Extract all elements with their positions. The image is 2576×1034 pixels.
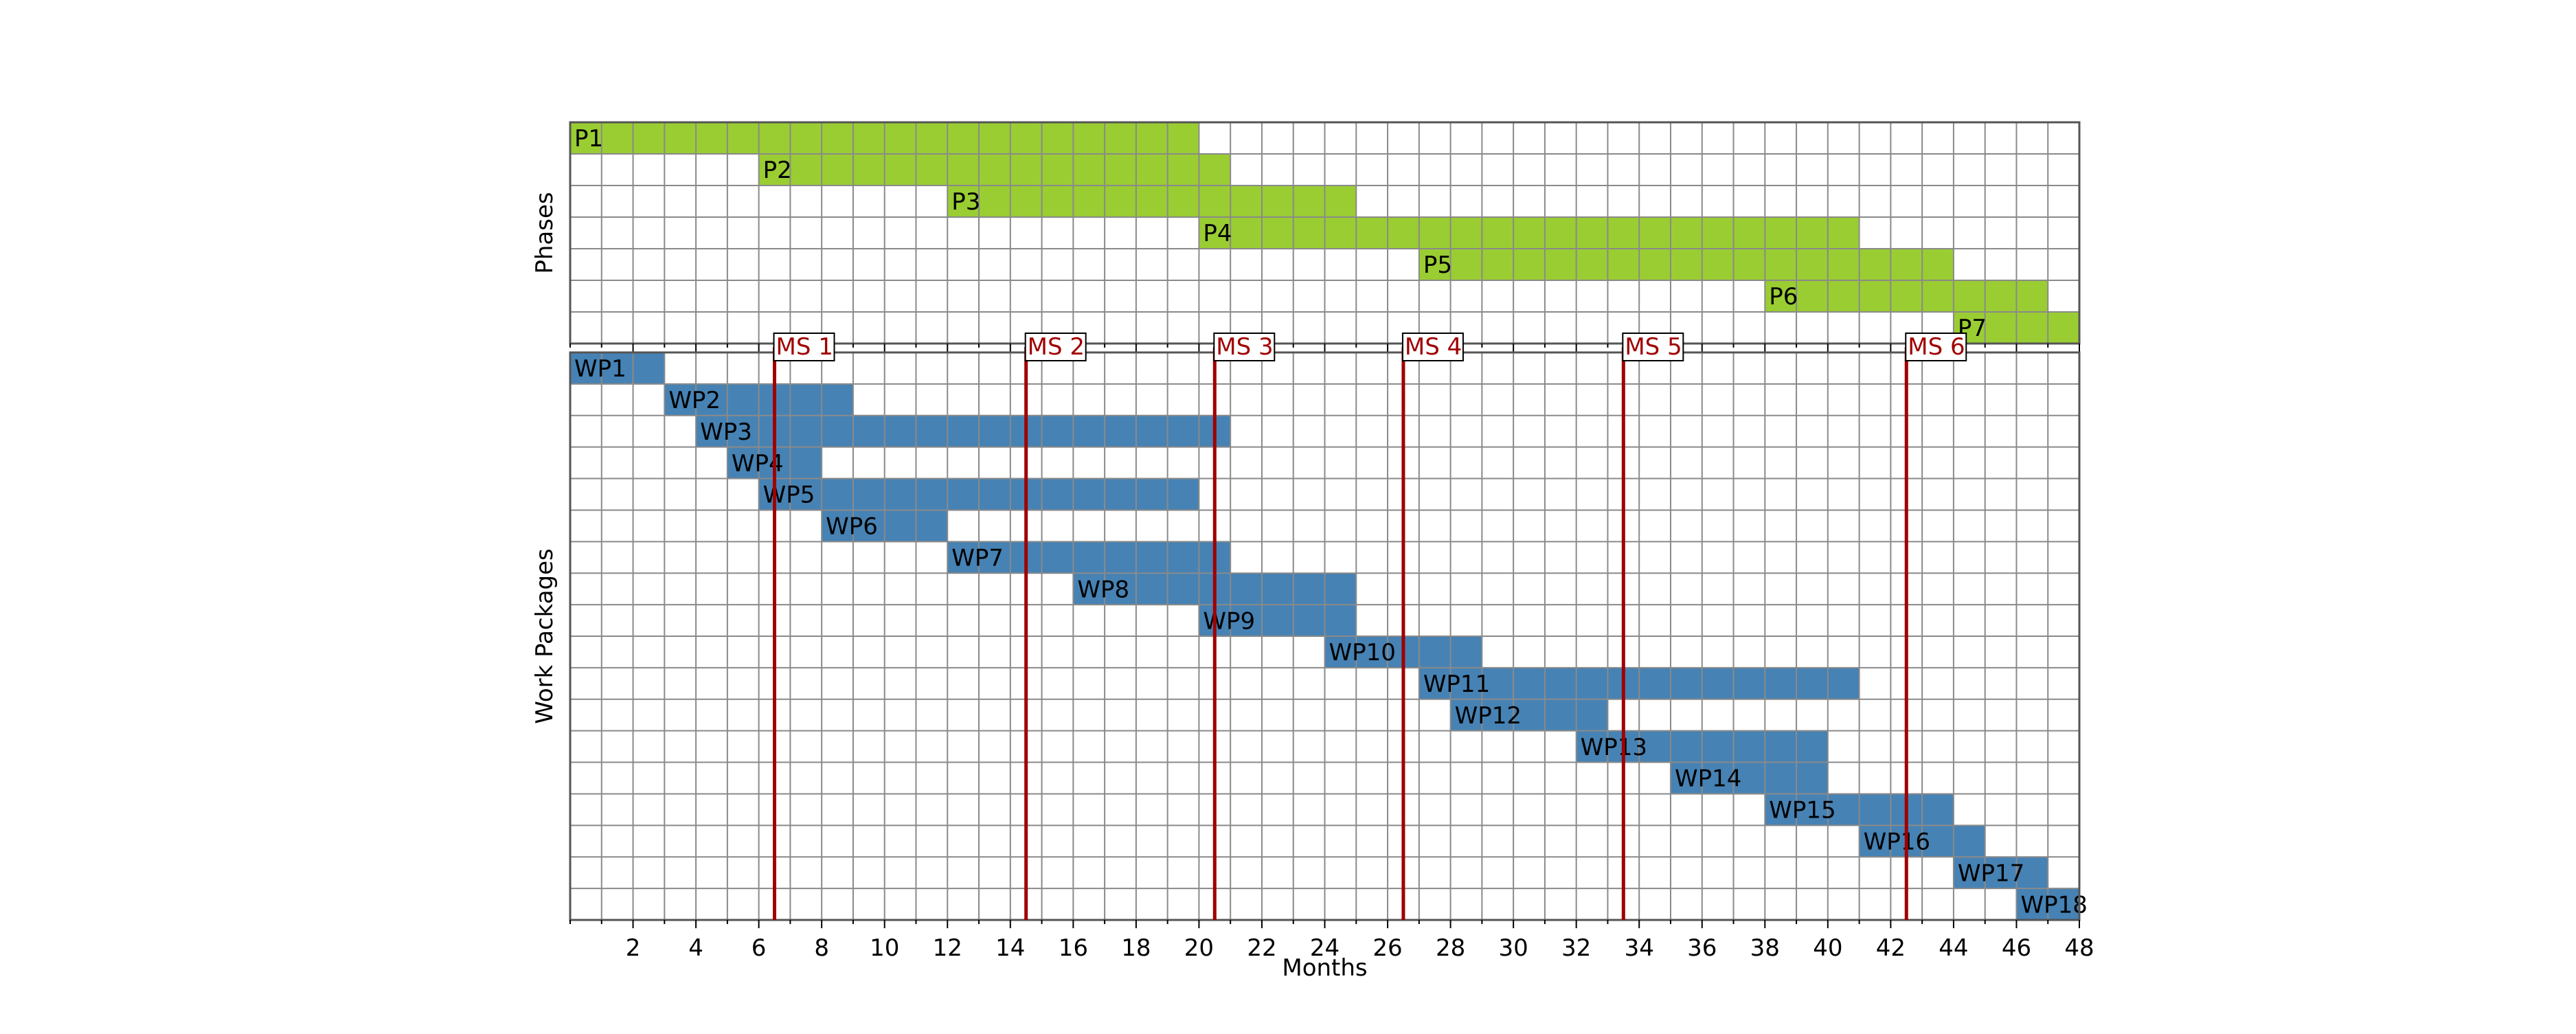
bar-label: WP6 [826, 513, 878, 541]
milestone-label: MS 1 [776, 333, 833, 361]
y-axis-label: Phases [531, 192, 558, 273]
gantt-bar [1199, 217, 1860, 249]
gantt-bar [1670, 762, 1828, 794]
x-tick-label: 38 [1750, 934, 1780, 962]
x-tick-label: 6 [752, 934, 767, 962]
x-tick-label: 28 [1436, 934, 1465, 962]
x-tick-label: 12 [933, 934, 962, 962]
x-tick-label: 18 [1121, 934, 1151, 962]
gantt-bar [947, 541, 1231, 574]
bar-label: WP5 [763, 482, 815, 509]
milestone-box [1905, 333, 1967, 361]
gantt-bar [1199, 605, 1357, 636]
bar-label: WP15 [1769, 797, 1835, 824]
milestone-label: MS 6 [1908, 333, 1965, 361]
x-tick-label: 20 [1184, 934, 1214, 962]
milestone-box [1622, 333, 1684, 361]
x-tick-label: 4 [688, 934, 703, 962]
x-tick-label: 8 [814, 934, 829, 962]
y-axis-label: Work Packages [531, 548, 558, 724]
milestone-marker: MS 4 [1401, 333, 1464, 361]
bar-label: WP17 [1958, 859, 2024, 887]
bar-label: P6 [1769, 283, 1798, 311]
x-tick-label: 44 [1939, 934, 1968, 962]
x-tick-label: 14 [995, 934, 1025, 962]
x-tick-label: 36 [1687, 934, 1717, 962]
milestone-box [1401, 333, 1464, 361]
gantt-bar [947, 186, 1357, 217]
bar-label: WP12 [1455, 702, 1522, 730]
bar-label: WP1 [574, 355, 626, 383]
x-tick-label: 10 [870, 934, 899, 962]
x-tick-label: 2 [626, 934, 641, 962]
milestone-box [773, 333, 835, 361]
bar-label: WP9 [1203, 607, 1255, 635]
x-tick-label: 32 [1561, 934, 1591, 962]
x-tick-label: 16 [1059, 934, 1088, 962]
milestone-label: MS 2 [1028, 333, 1085, 361]
bar-label: WP18 [2020, 891, 2087, 919]
milestone-marker: MS 5 [1622, 333, 1684, 361]
x-tick-label: 48 [2064, 934, 2094, 962]
x-tick-label: 42 [1876, 934, 1906, 962]
bar-label: P2 [763, 157, 792, 184]
x-tick-label: 30 [1498, 934, 1528, 962]
bar-label: WP3 [700, 418, 752, 446]
milestone-box [1213, 333, 1276, 361]
gantt-bar [1765, 280, 2048, 312]
gantt-bar [1450, 699, 1608, 731]
x-tick-label: 46 [2002, 934, 2031, 962]
x-tick-label: 26 [1372, 934, 1402, 962]
x-tick-label: 24 [1310, 934, 1340, 962]
bar-label: WP11 [1423, 671, 1490, 698]
bar-label: WP13 [1581, 734, 1647, 761]
bar-label: WP8 [1077, 576, 1129, 603]
milestone-marker: MS 1 [773, 333, 835, 361]
x-axis-label: Months [1282, 954, 1367, 982]
bar-label: WP2 [668, 387, 721, 414]
bar-label: P4 [1203, 220, 1232, 247]
x-tick-label: 34 [1625, 934, 1654, 962]
bar-label: WP7 [951, 545, 1004, 572]
panel-1: WP1WP2WP3WP4WP5WP6WP7WP8WP9WP10WP11WP12W… [569, 351, 2088, 928]
milestone-label: MS 3 [1216, 333, 1273, 361]
milestone-marker: MS 6 [1905, 333, 1967, 361]
milestone-marker: MS 2 [1024, 333, 1087, 361]
x-tick-label: 40 [1813, 934, 1842, 962]
gantt-bar [758, 154, 1231, 186]
bar-label: WP10 [1329, 639, 1396, 666]
bar-label: WP14 [1675, 765, 1741, 793]
milestone-label: MS 4 [1405, 333, 1462, 361]
gantt-bar [1419, 249, 1954, 280]
gantt-bar [1953, 857, 2048, 889]
gantt-bar [696, 415, 1231, 447]
gantt-bar [570, 352, 665, 384]
milestone-marker: MS 3 [1213, 333, 1276, 361]
bar-label: P1 [574, 125, 603, 153]
milestone-box [1024, 333, 1087, 361]
milestone-label: MS 5 [1625, 333, 1682, 361]
bar-label: WP16 [1864, 829, 1930, 856]
bar-label: P3 [951, 188, 980, 216]
bar-label: P5 [1423, 251, 1452, 279]
x-tick-label: 22 [1247, 934, 1276, 962]
